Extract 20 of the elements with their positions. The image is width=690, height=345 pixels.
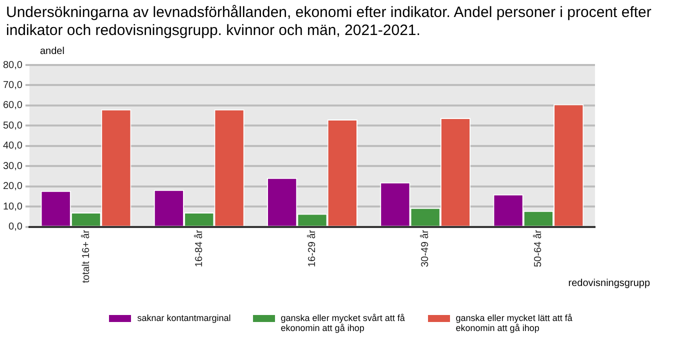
- legend-label: ganska eller mycket lätt att få ekonomin att gå ihop: [456, 313, 574, 333]
- x-tick-label: 30-49 år: [419, 229, 432, 268]
- y-tick-label: 60,0: [2, 100, 23, 112]
- y-tick-label: 50,0: [2, 120, 23, 132]
- chart-title: Undersökningarna av levnadsförhållanden, ekonomi efter indikator. Andel personer i procent efter indikator och redovisningsgrupp. kvinnor och män, 2021-2021.: [6, 4, 652, 40]
- legend-label: saknar kontantmarginal: [137, 313, 231, 323]
- y-tick-label: 30,0: [2, 160, 23, 172]
- x-tick-label: totalt 16+ år: [80, 229, 92, 284]
- x-tick-label: 16-84 år: [192, 229, 205, 268]
- y-tick-label: 40,0: [2, 140, 23, 152]
- y-tick-label: 70,0: [2, 80, 23, 91]
- y-axis-title: andel: [40, 46, 64, 57]
- y-tick-label: 20,0: [2, 181, 23, 192]
- legend-label: ganska eller mycket svårt att få ekonomin att gå ihop: [280, 313, 406, 333]
- y-tick-label: 10,0: [2, 201, 23, 212]
- y-tick-label: 0,0: [8, 222, 23, 233]
- x-axis-title: redovisningsgrupp: [568, 278, 650, 289]
- x-tick-label: 16-29 år: [306, 229, 318, 268]
- x-tick-label: 50-64 år: [532, 229, 544, 268]
- y-tick-label: 80,0: [2, 60, 23, 71]
